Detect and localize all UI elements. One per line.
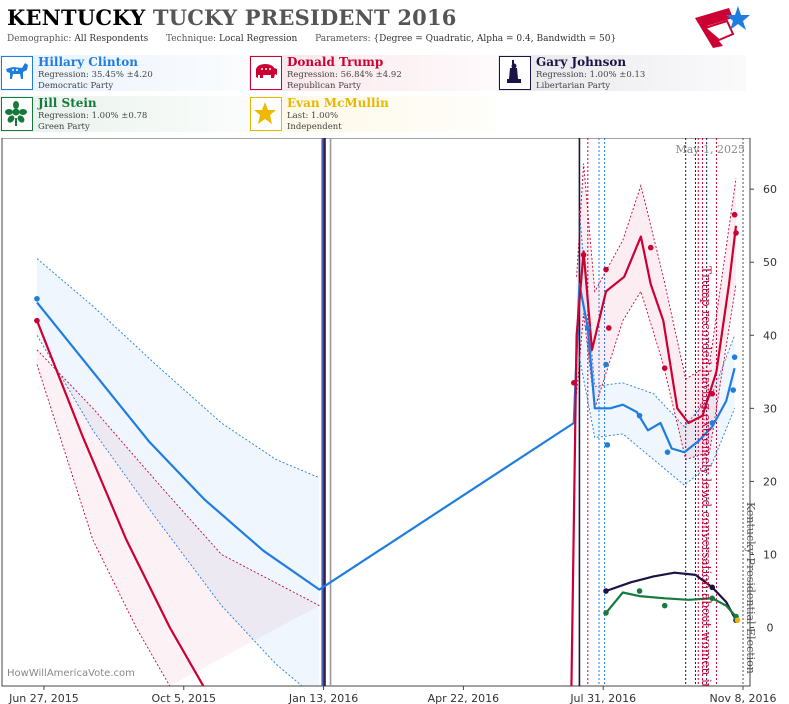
data-point [580,252,587,258]
clinton-late-band-lower [578,357,736,486]
star-icon [250,97,282,131]
data-point [709,390,716,397]
y-tick-label: 10 [763,548,777,561]
y-tick-label: 50 [763,256,777,269]
flower-icon [1,97,33,131]
data-point [605,325,612,331]
trump-late-band-fill [576,163,736,460]
series-line-1 [35,225,738,686]
candidate-info: Regression: 1.00% ±0.13 Libertarian Party [536,70,646,91]
candidate-card-stein[interactable]: Jill Stein Regression: 1.00% ±0.78 Green … [0,96,248,132]
data-point [661,365,668,371]
candidate-name: Hillary Clinton [38,55,138,69]
clinton-early-band-upper [36,258,320,479]
candidate-info: Regression: 56.84% ±4.92 Republican Party [287,70,402,91]
data-point [603,588,609,594]
trump-early-band-lower [36,364,171,686]
title-block: KENTUCKY TUCKY PRESIDENT 2016 [7,4,457,32]
data-point [636,588,643,594]
candidate-name: Donald Trump [287,55,384,69]
demographic-value: All Respondents [74,34,149,44]
candidate-card-mcmullin[interactable]: Evan McMullin Last: 1.00% Independent [249,96,497,132]
y-tick-label: 20 [763,475,777,488]
technique-value: Local Regression [218,34,298,44]
elephant-icon [250,56,282,90]
trump-late-band-lower [576,284,737,461]
x-tick-label: Jun 27, 2015 [8,692,79,704]
data-point [603,610,609,616]
candidate-card-johnson[interactable]: Gary Johnson Regression: 1.00% ±0.13 Libe… [498,55,746,91]
plot-area: Trump recorded having extremely lewd con… [34,138,744,704]
data-point [731,354,738,360]
candidate-info: Last: 1.00% Independent [287,111,342,132]
candidate-info: Regression: 1.00% ±0.78 Green Party [38,111,148,132]
clinton-early-band-lower [36,335,303,686]
data-point [604,442,611,448]
candidate-name: Evan McMullin [287,96,389,110]
data-point [585,325,591,331]
data-point [636,412,643,419]
event-annotation-election: Kentucky Presidential Election [744,502,757,674]
x-tick-label: Nov 8, 2016 [710,692,777,704]
demographic-label: Demographic: [7,34,72,44]
data-point [571,379,577,386]
poll-chart[interactable]: Trump recorded having extremely lewd con… [0,138,789,704]
candidate-card-clinton[interactable]: Hillary Clinton Regression: 35.45% ±4.20… [0,55,248,91]
trump-early-band-fill [37,349,320,686]
candidate-name: Jill Stein [38,96,97,110]
data-point [34,295,40,302]
data-point [661,602,668,609]
parameters-line: Demographic: All Respondents Technique: … [7,34,616,44]
page-title: KENTUCKY TUCKY PRESIDENT 2016 [7,4,457,32]
series-line-2 [605,571,737,621]
data-point [34,317,40,324]
series-line-0 [36,283,736,591]
trump-late-band-upper [576,163,737,380]
clinton-late-band-fill [579,211,735,486]
y-tick-label: 40 [763,329,777,342]
site-watermark: HowWillAmericaVote.com [7,668,135,679]
x-tick-label: Jul 31, 2016 [569,692,636,704]
site-logo [695,6,750,48]
data-point [731,211,738,218]
candidate-info: Regression: 35.45% ±4.20 Democratic Party [38,70,153,91]
y-tick-label: 30 [763,402,777,415]
event-annotation-trump: Trump recorded having extremely lewd con… [699,266,713,704]
series-line-3 [605,591,737,618]
candidate-name: Gary Johnson [536,55,627,69]
data-point [734,617,741,624]
data-point [730,387,737,393]
technique-label: Technique: [166,34,217,44]
data-point [647,244,654,251]
y-tick-label: 0 [767,622,774,635]
y-tick-label: 60 [763,183,777,196]
trump-early-band-upper [36,349,320,606]
title-rest: TUCKY PRESIDENT 2016 [152,5,457,30]
x-tick-label: Apr 22, 2016 [428,692,500,704]
candidate-legend: Hillary Clinton Regression: 35.45% ±4.20… [0,55,789,135]
data-point [709,595,716,602]
donkey-icon [1,56,33,90]
candidate-card-trump[interactable]: Donald Trump Regression: 56.84% ±4.92 Rep… [249,55,497,91]
data-point [603,266,609,273]
data-point [709,584,716,591]
x-tick-label: Jan 13, 2016 [288,692,358,704]
data-point [664,449,671,455]
x-tick-label: Oct 5, 2015 [151,692,216,704]
parameters-label: Parameters: [315,34,371,44]
date-stamp: May 1, 2025 [675,143,745,156]
title-state: KENTUCKY [7,5,146,30]
data-point [733,230,739,236]
data-point [603,361,609,368]
liberty-statue-icon [499,56,531,90]
data-point [709,420,716,426]
parameters-value: {Degree = Quadratic, Alpha = 0.4, Bandwi… [373,34,617,44]
logo-star-icon [726,6,750,30]
